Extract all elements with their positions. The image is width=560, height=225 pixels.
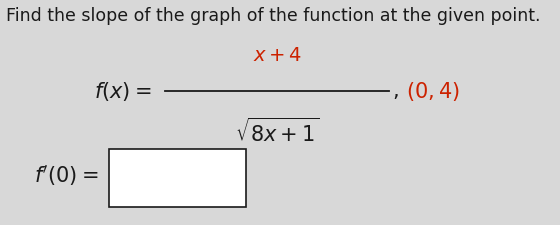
Text: $f(x) =$: $f(x) =$ — [94, 80, 151, 103]
Text: $,$: $,$ — [392, 81, 399, 101]
Text: $x + 4$: $x + 4$ — [253, 46, 302, 65]
Text: $\sqrt{8x+1}$: $\sqrt{8x+1}$ — [235, 117, 319, 146]
Text: $f'(0) =$: $f'(0) =$ — [34, 163, 98, 188]
Text: $(0, 4)$: $(0, 4)$ — [406, 80, 460, 103]
Text: Find the slope of the graph of the function at the given point.: Find the slope of the graph of the funct… — [6, 7, 540, 25]
